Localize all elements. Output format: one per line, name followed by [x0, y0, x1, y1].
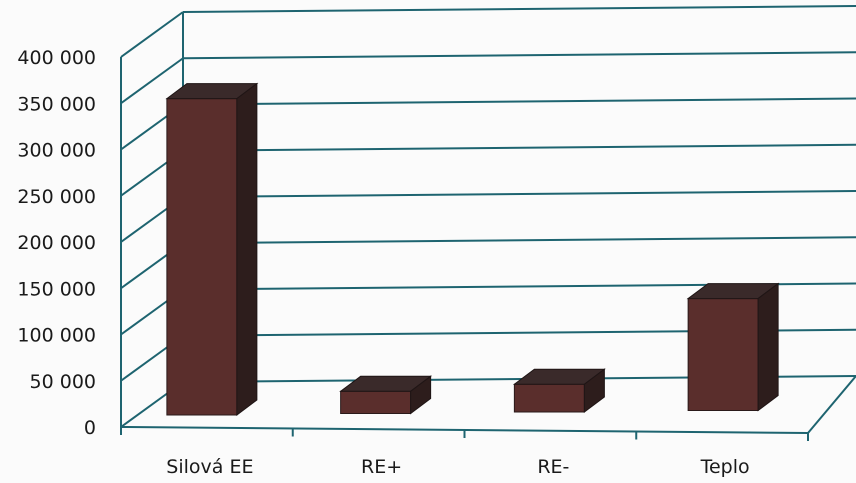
- y-tick-label: 50 000: [30, 371, 96, 393]
- x-tick-label: RE+: [361, 456, 402, 478]
- y-tick-label: 0: [84, 417, 96, 439]
- gridline-side: [120, 11, 184, 58]
- y-tick-label: 350 000: [17, 93, 96, 115]
- bar: [687, 298, 759, 412]
- y-tick-label: 300 000: [17, 140, 96, 162]
- gridline: [182, 51, 856, 60]
- gridline: [182, 143, 856, 152]
- bars: [165, 82, 780, 416]
- y-tick-label: 100 000: [17, 325, 96, 347]
- bar: [340, 390, 412, 414]
- bar: [513, 383, 585, 413]
- floor-right-edge: [807, 375, 856, 434]
- labels: 0 50 000 100 000 150 000 200 000 250 000 300 0…: [17, 47, 749, 478]
- gridline: [182, 190, 856, 198]
- gridline: [182, 97, 856, 106]
- grid: [120, 5, 856, 428]
- x-tick-label: Silová EE: [166, 456, 253, 478]
- y-tick-label: 400 000: [17, 47, 96, 69]
- bar-side: [410, 375, 432, 415]
- x-tick-label: RE-: [537, 456, 569, 478]
- y-tick-label: 250 000: [17, 186, 96, 208]
- bar-side: [757, 282, 779, 412]
- gridline: [182, 5, 856, 13]
- bar-side: [583, 368, 605, 413]
- gridline-side: [120, 57, 184, 105]
- x-tick-label: Teplo: [700, 456, 750, 478]
- y-tick-label: 150 000: [17, 278, 96, 300]
- gridline: [182, 236, 856, 245]
- bar: [166, 98, 238, 416]
- bar-side: [236, 82, 258, 416]
- y-tick-label: 200 000: [17, 232, 96, 254]
